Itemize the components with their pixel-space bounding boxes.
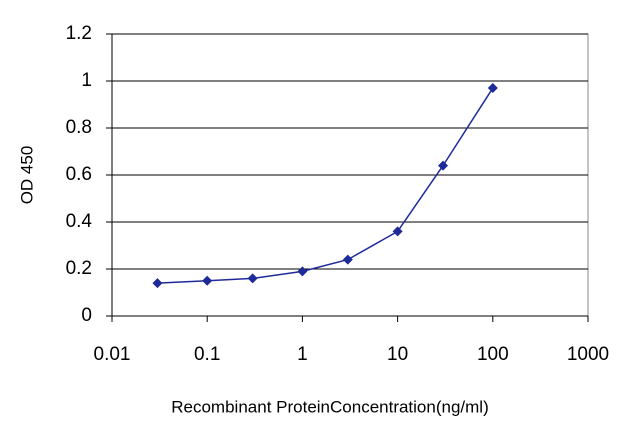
data-point [342,254,353,265]
x-tick-label: 100 [477,344,509,365]
y-tick-label: 0.2 [66,258,92,279]
x-tick-label: 0.01 [94,344,131,365]
data-point [438,160,449,171]
series-line [157,87,494,284]
x-tick-label: 1 [297,344,308,365]
y-tick-label: 0.4 [66,211,93,232]
y-tick-label: 1.2 [66,23,92,44]
data-point [247,273,258,284]
y-axis-label: OD 450 [17,146,36,205]
x-tick-label: 10 [387,344,408,365]
y-tick-label: 0 [81,305,92,326]
data-point [202,275,213,286]
x-tick-label: 1000 [567,344,609,365]
x-axis-label: Recombinant ProteinConcentration(ng/ml) [171,397,489,416]
y-tick-label: 0.8 [66,117,92,138]
data-point [152,278,163,289]
y-tick-label: 1 [81,70,92,91]
y-tick-label: 0.6 [66,164,92,185]
data-point [487,83,498,94]
x-tick-label: 0.1 [194,344,220,365]
data-point [392,226,403,237]
data-point [297,266,308,277]
